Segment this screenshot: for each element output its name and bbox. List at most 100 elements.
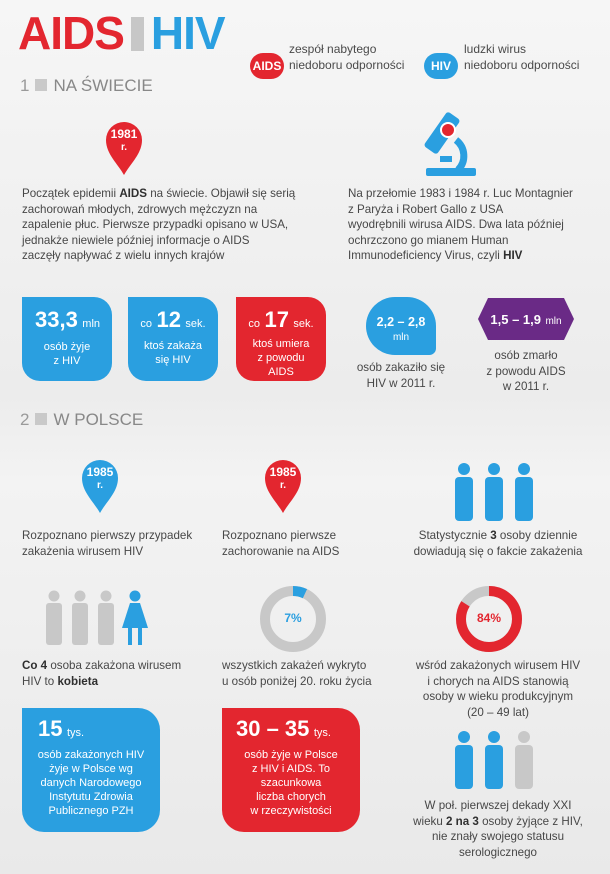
donut-label: 84% — [476, 611, 502, 625]
stat-value: 2,2 – 2,8 — [376, 315, 426, 329]
unaware-caption: W poł. pierwszej dekady XXI wieku 2 na 3… — [398, 798, 598, 860]
stat-line: szacunkowa — [260, 777, 322, 789]
text-line: (20 – 49 lat) — [467, 705, 529, 719]
text-span: wieku — [413, 814, 447, 828]
text-line: serologicznego — [459, 845, 537, 859]
stat-prefix: co — [248, 318, 261, 330]
pin-year: 1985 — [86, 465, 114, 479]
stat-unit: sek. — [185, 318, 206, 330]
section-label: NA ŚWIECIE — [53, 76, 153, 95]
text-span: Początek epidemii — [22, 187, 120, 200]
stat-line: osób żyje w Polsce — [244, 749, 338, 761]
stat-line: danych Narodowego — [40, 777, 142, 789]
text-line: Rozpoznano pierwsze — [222, 529, 337, 542]
stat-hexagon-deaths: 1,5 – 1,9 mln — [478, 298, 574, 340]
stat-line: ktoś zakaża — [143, 340, 203, 352]
text-line: zapalenie płuc. Pierwsze przypadki opisa… — [22, 218, 289, 231]
stat-prefix: co — [140, 318, 153, 330]
stat-line: liczba chorych — [256, 791, 326, 803]
text-line: zachorowań młodych, zdrowych mężczyzn na — [22, 202, 258, 216]
women-caption: Co 4 osoba zakażona wirusem HIV to kobie… — [22, 658, 222, 689]
section-heading-world: 1 NA ŚWIECIE — [20, 76, 153, 96]
stat-line: w 2011 r. — [502, 380, 550, 393]
text-line: Rozpoznano pierwszy przypadek — [22, 529, 193, 542]
pin2-caption: Rozpoznano pierwsze zachorowanie na AIDS — [222, 528, 402, 559]
stat-line: Instytutu Zdrowia — [49, 791, 133, 803]
aids-legend-text: zespół nabytego niedoboru odporności — [289, 41, 404, 73]
text-span: osoby dziennie — [496, 529, 578, 542]
text-line: osoby w wieku produkcyjnym — [422, 690, 574, 703]
pin-suffix: r. — [120, 142, 128, 153]
stat-line: się HIV — [155, 354, 191, 366]
people-group-woman-icon — [42, 590, 152, 651]
text-line: jednakże niewiele później informacje o A… — [22, 233, 250, 247]
pin1-caption: Rozpoznano pierwszy przypadek zakażenia … — [22, 528, 222, 559]
pin-year: 1981 — [110, 127, 138, 141]
text-bold: 3 — [490, 529, 497, 542]
stat-line: osób zmarło — [494, 349, 558, 362]
text-span: Immunodeficiency Virus, czyli — [348, 249, 504, 262]
hiv-legend-line2: niedoboru odporności — [464, 58, 580, 72]
daily-caption: Statystycznie 3 osoby dziennie dowiadują… — [398, 528, 598, 559]
stat-line: z HIV i AIDS. To — [251, 763, 331, 775]
stat-unit: mln — [82, 318, 101, 330]
stat-value: 1,5 – 1,9 — [490, 312, 542, 327]
donut-chart-working-age: 84% — [455, 585, 523, 658]
text-bold: HIV — [503, 249, 523, 262]
people-group-three-icon — [452, 462, 542, 527]
text-span: na świecie. Objawił się serią — [147, 187, 296, 200]
section-number: 2 — [20, 410, 30, 429]
stat-line: żyje w Polsce wg — [49, 763, 133, 775]
stat-value: 30 – 35 — [236, 716, 310, 741]
stat-unit: tys. — [66, 727, 85, 739]
text-line: Na przełomie 1983 i 1984 r. Luc Montagni… — [348, 187, 573, 200]
stat-value: 15 — [38, 716, 63, 741]
person-icons — [455, 463, 533, 521]
donut-label: 7% — [284, 611, 302, 625]
text-line: u osób poniżej 20. roku życia — [222, 674, 372, 688]
text-line: wyodrębnili wirusa AIDS. Dwa lata późnie… — [348, 218, 564, 231]
map-pin-1985-hiv: 1985 r. — [80, 458, 120, 514]
stat-line: osób żyje — [43, 341, 91, 353]
text-bold: 2 na 3 — [446, 814, 479, 828]
section-label: W POLSCE — [53, 410, 144, 429]
stat-box-death-rate: co 17 sek. ktoś umiera z powodu AIDS — [236, 297, 326, 381]
text-line: wśród zakażonych wirusem HIV — [415, 659, 581, 672]
text-span: Statystycznie — [418, 529, 491, 542]
pin-suffix: r. — [96, 480, 104, 491]
world-left-text: Początek epidemii AIDS na świecie. Objaw… — [22, 186, 312, 264]
text-line: ochrzczono go mianem Human — [348, 233, 509, 247]
text-line: z Paryża i Robert Gallo z USA — [348, 202, 504, 216]
stat-box-pzh: 15 tys. osób zakażonych HIV żyje w Polsc… — [22, 708, 160, 832]
text-span: HIV to — [22, 674, 58, 688]
stat-box-estimated: 30 – 35 tys. osób żyje w Polsce z HIV i … — [222, 708, 360, 832]
text-line: i chorych na AIDS stanowią — [427, 674, 569, 688]
stat-unit: mln — [545, 316, 562, 327]
stat-line: z powodu — [257, 352, 305, 364]
stat-line: AIDS — [268, 366, 294, 378]
stat-line: ktoś umiera — [252, 338, 310, 350]
text-line: zakażenia wirusem HIV — [22, 544, 144, 558]
stat-line: HIV w 2011 r. — [366, 376, 436, 390]
stat-value: 17 — [264, 307, 289, 332]
world-right-text: Na przełomie 1983 i 1984 r. Luc Montagni… — [348, 186, 598, 264]
stat-box-living-hiv: 33,3 mln osób żyje z HIV — [22, 297, 112, 381]
pin-suffix: r. — [279, 480, 287, 491]
aids-badge: AIDS — [250, 53, 284, 79]
stat-unit: mln — [392, 332, 410, 343]
text-span: osoby żyjące z HIV, — [478, 814, 583, 828]
text-line: zachorowanie na AIDS — [222, 544, 340, 558]
stat-unit: sek. — [293, 318, 314, 330]
section-number: 1 — [20, 76, 30, 95]
stat-line: Publicznego PZH — [48, 805, 134, 817]
text-bold: kobieta — [57, 674, 99, 688]
text-line: dowiadują się o fakcie zakażenia — [413, 544, 583, 558]
hiv-legend-line1: ludzki wirus — [464, 42, 527, 56]
section-square — [35, 79, 48, 91]
stat-drop-new-infections: 2,2 – 2,8 mln — [366, 297, 436, 355]
text-line: wszystkich zakażeń wykryto — [222, 659, 367, 672]
text-line: zaczęły napływać z wielu innych krajów — [22, 249, 225, 262]
stat-line: osób zakażonych HIV — [37, 749, 145, 761]
hiv-legend-text: ludzki wirus niedoboru odporności — [464, 41, 579, 73]
text-bold: Co 4 — [22, 659, 48, 672]
